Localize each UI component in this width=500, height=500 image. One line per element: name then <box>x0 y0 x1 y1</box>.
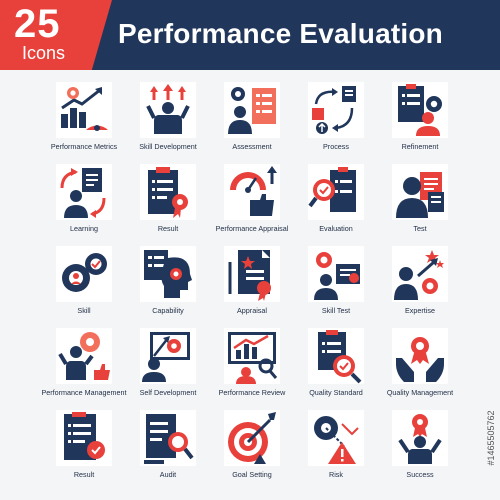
refinement-clipboard-icon <box>392 82 448 138</box>
icon-label: Performance Appraisal <box>215 224 289 233</box>
icon-label: Evaluation <box>319 224 353 233</box>
icon-label: Audit <box>159 470 177 479</box>
icon-label: Refinement <box>401 142 439 151</box>
icon-label: Goal Setting <box>232 470 272 479</box>
icon-tile-skill: Skill <box>42 244 126 326</box>
metrics-chart-icon <box>56 82 112 138</box>
icon-label: Result <box>157 224 179 233</box>
icon-tile-performance-metrics: Performance Metrics <box>42 80 126 162</box>
icon-label: Learning <box>70 224 98 233</box>
icon-label: Process <box>323 142 349 151</box>
performance-review-icon <box>224 328 280 384</box>
learning-cycle-icon <box>56 164 112 220</box>
audit-icon <box>140 410 196 466</box>
icon-label: Quality Standard <box>309 388 363 397</box>
icon-tile-performance-appraisal: Performance Appraisal <box>210 162 294 244</box>
icon-tile-quality-management: Quality Management <box>378 326 462 408</box>
icon-label: Capability <box>152 306 184 315</box>
icon-tile-assessment: Assessment <box>210 80 294 162</box>
icon-tile-quality-standard: Quality Standard <box>294 326 378 408</box>
icon-label: Performance Review <box>218 388 286 397</box>
icon-tile-success: Success <box>378 408 462 490</box>
icon-tile-evaluation: Evaluation <box>294 162 378 244</box>
icon-label: Self Development <box>139 388 197 397</box>
process-flow-icon <box>308 82 364 138</box>
icon-label: Performance Management <box>41 388 127 397</box>
icon-tile-process: Process <box>294 80 378 162</box>
skill-test-icon <box>308 246 364 302</box>
quality-standard-icon <box>308 328 364 384</box>
goal-setting-icon <box>224 410 280 466</box>
icon-grid: Performance Metrics Skill Development As… <box>41 80 462 490</box>
icon-tile-expertise: Expertise <box>378 244 462 326</box>
icon-tile-audit: Audit <box>126 408 210 490</box>
test-document-icon <box>392 164 448 220</box>
watermark: #1465505762 <box>485 380 497 495</box>
assessment-checklist-icon <box>224 82 280 138</box>
icon-tile-risk: Risk <box>294 408 378 490</box>
self-development-icon <box>140 328 196 384</box>
icon-tile-skill-development: Skill Development <box>126 80 210 162</box>
icon-tile-result: Result <box>126 162 210 244</box>
capability-head-icon <box>140 246 196 302</box>
icon-label: Quality Management <box>386 388 454 397</box>
watermark-text: #1465505762 <box>486 409 496 466</box>
icon-label: Skill Test <box>321 306 351 315</box>
icon-tile-goal-setting: Goal Setting <box>210 408 294 490</box>
icon-tile-skill-test: Skill Test <box>294 244 378 326</box>
skill-gears-icon <box>56 246 112 302</box>
icon-tile-performance-review: Performance Review <box>210 326 294 408</box>
icon-tile-capability: Capability <box>126 244 210 326</box>
icon-label: Skill Development <box>139 142 197 151</box>
evaluation-magnifier-icon <box>308 164 364 220</box>
icon-label: Result <box>73 470 95 479</box>
count-badge: 25 Icons <box>0 0 112 70</box>
icon-tile-performance-management: Performance Management <box>41 326 127 408</box>
appraisal-document-icon <box>224 246 280 302</box>
result-clipboard-icon <box>140 164 196 220</box>
icon-count-label: Icons <box>22 43 66 63</box>
page-title: Performance Evaluation <box>118 18 443 49</box>
performance-management-icon <box>56 328 112 384</box>
icon-label: Assessment <box>232 142 272 151</box>
icon-tile-test: Test <box>378 162 462 244</box>
icon-label: Skill <box>77 306 91 315</box>
header-banner: 25 Icons Performance Evaluation <box>0 0 500 70</box>
icon-label: Risk <box>329 470 343 479</box>
icon-tile-self-development: Self Development <box>126 326 210 408</box>
icon-label: Performance Metrics <box>50 142 118 151</box>
icon-label: Expertise <box>405 306 435 315</box>
icon-tile-learning: Learning <box>42 162 126 244</box>
icon-label: Success <box>406 470 434 479</box>
icon-tile-result: Result <box>42 408 126 490</box>
appraisal-gauge-icon <box>224 164 280 220</box>
result-document-icon <box>56 410 112 466</box>
icon-tile-refinement: Refinement <box>378 80 462 162</box>
icon-count: 25 <box>14 2 61 46</box>
skill-development-icon <box>140 82 196 138</box>
quality-management-icon <box>392 328 448 384</box>
icon-label: Appraisal <box>237 306 267 315</box>
icon-label: Test <box>413 224 427 233</box>
risk-icon <box>308 410 364 466</box>
expertise-icon <box>392 246 448 302</box>
success-icon <box>392 410 448 466</box>
icon-tile-appraisal: Appraisal <box>210 244 294 326</box>
